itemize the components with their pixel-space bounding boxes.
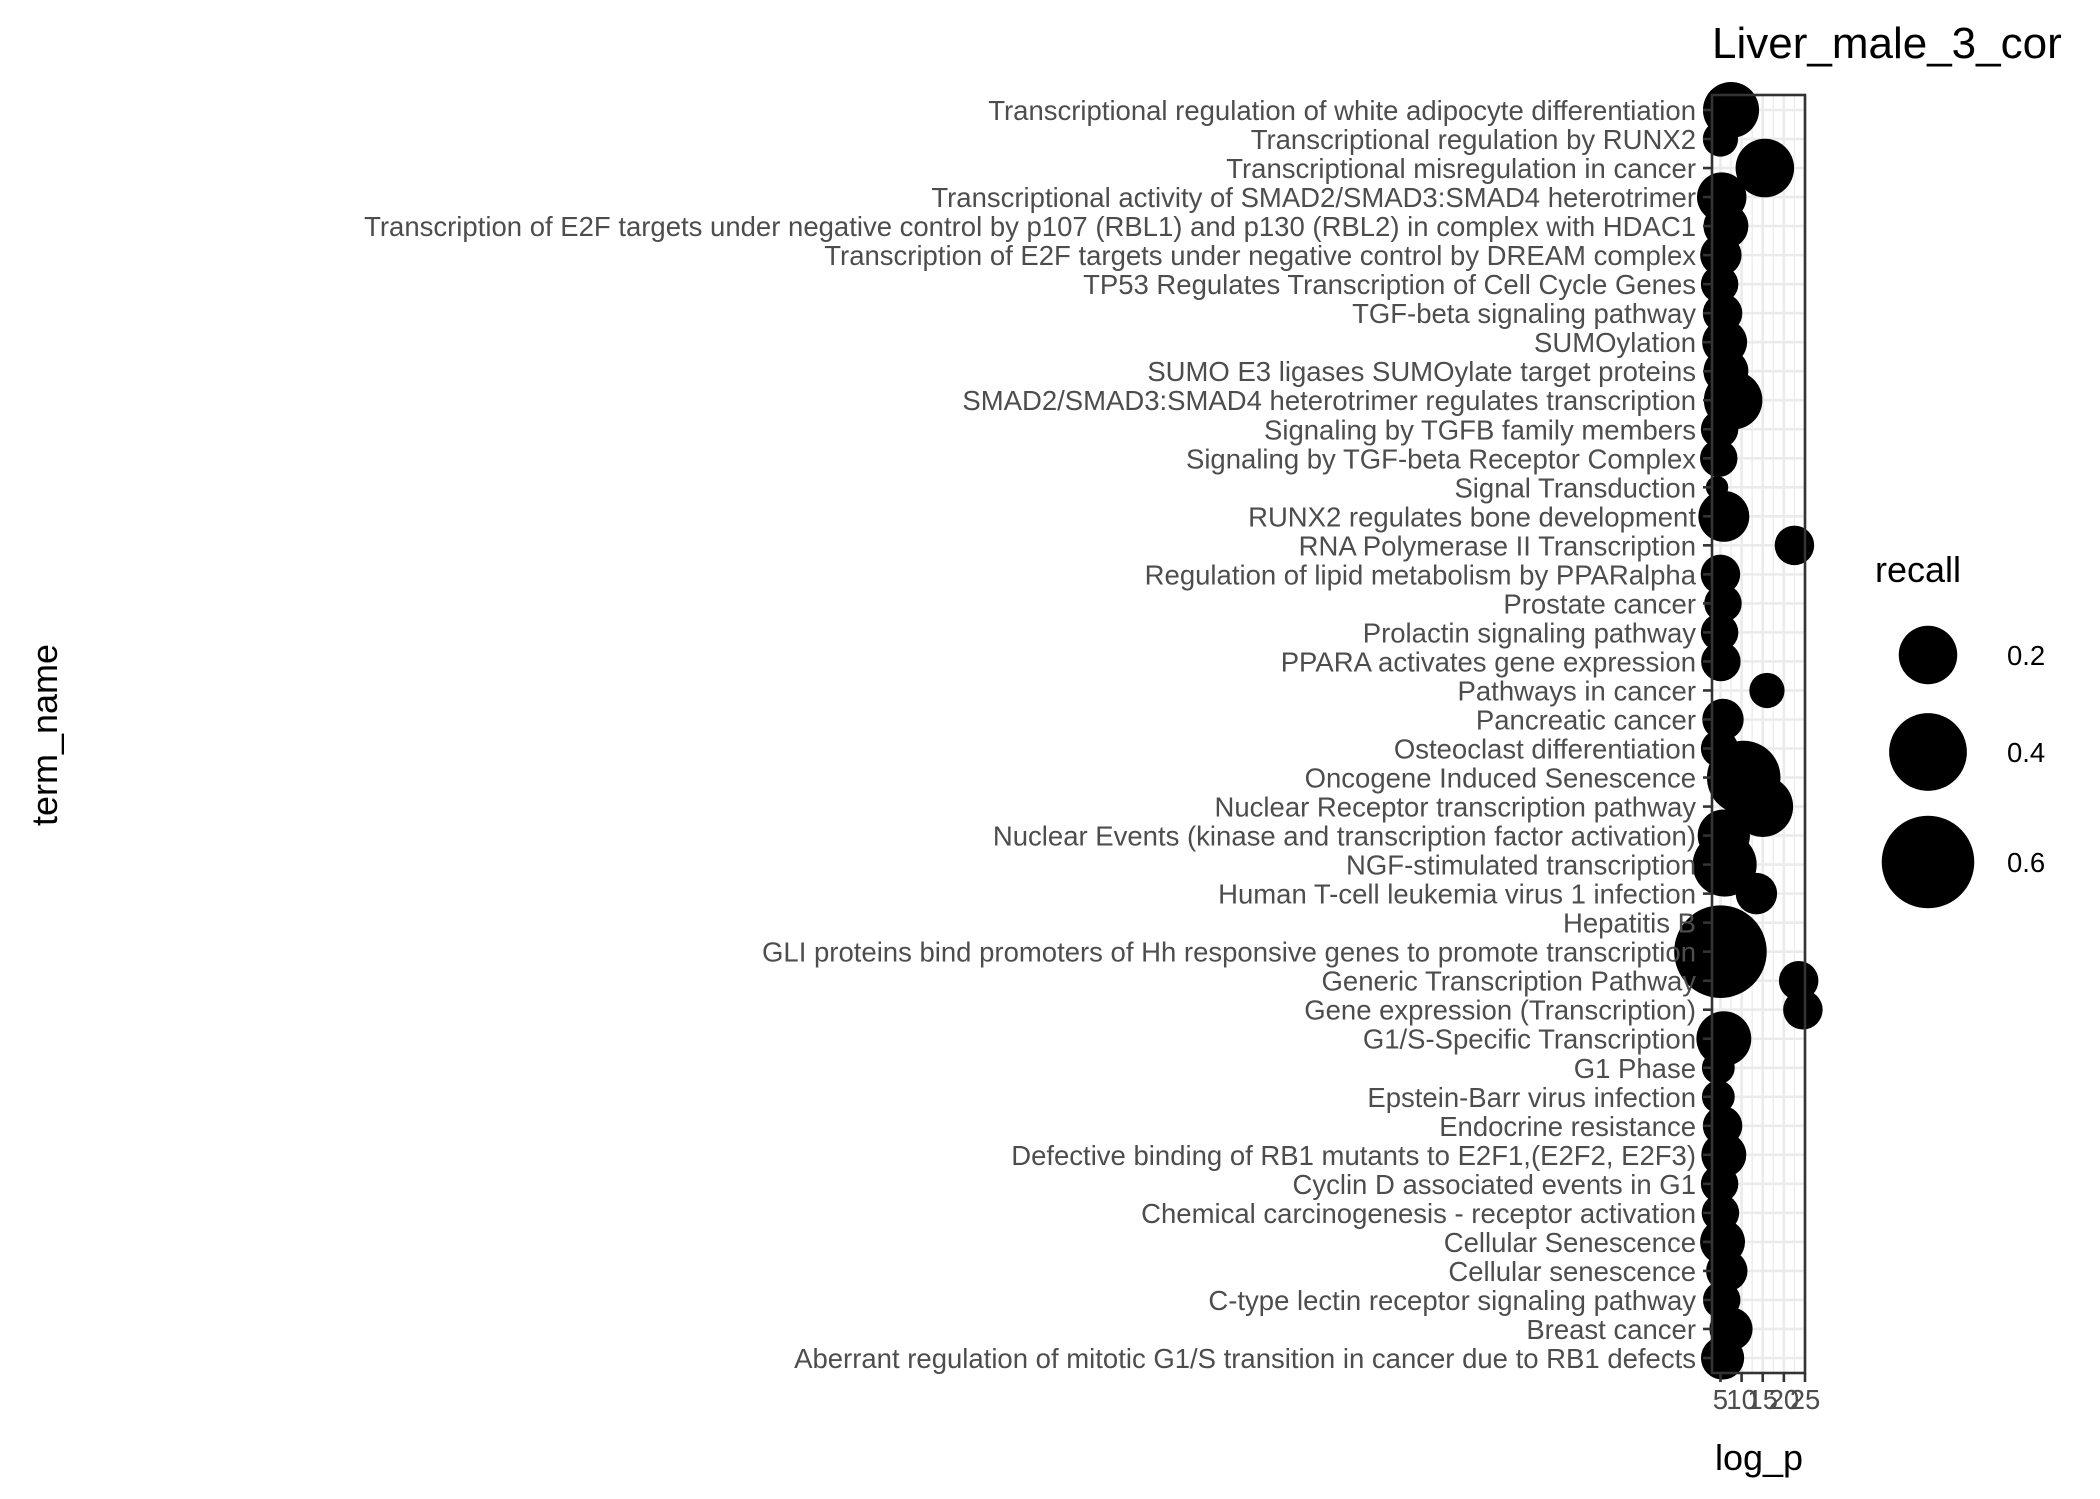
data-point: [1735, 138, 1795, 198]
y-tick-label: Osteoclast differentiation: [1394, 734, 1696, 765]
data-point: [1700, 613, 1739, 652]
x-tick-label: 10: [1726, 1384, 1757, 1415]
data-point: [1732, 776, 1794, 837]
x-tick-label: 20: [1769, 1384, 1800, 1415]
y-tick-label: Cyclin D associated events in G1: [1292, 1169, 1696, 1200]
data-point: [1704, 584, 1742, 623]
legend-key: [1898, 625, 1958, 685]
y-tick-label: Human T-cell leukemia virus 1 infection: [1218, 879, 1696, 910]
data-point: [1735, 872, 1778, 915]
data-point: [1774, 525, 1815, 566]
data-point: [1700, 554, 1741, 595]
y-tick-label: G1/S-Specific Transcription: [1363, 1024, 1696, 1055]
y-tick-label: PPARA activates gene expression: [1281, 646, 1696, 677]
y-tick-label: SUMO E3 ligases SUMOylate target protein…: [1147, 356, 1696, 387]
y-tick-label: SMAD2/SMAD3:SMAD4 heterotrimer regulates…: [962, 385, 1696, 416]
x-tick-label: 15: [1747, 1384, 1778, 1415]
y-tick-label: Prostate cancer: [1503, 588, 1696, 619]
chart-title: Liver_male_3_cor: [1712, 19, 2062, 68]
data-point: [1674, 905, 1767, 998]
data-point: [1701, 1080, 1735, 1114]
x-tick-label: 5: [1713, 1384, 1728, 1415]
plot-border: [1710, 93, 1807, 1375]
y-tick-label: Prolactin signaling pathway: [1363, 617, 1696, 648]
y-tick-label: Pathways in cancer: [1458, 675, 1696, 706]
y-tick-label: Generic Transcription Pathway: [1322, 966, 1697, 997]
y-tick-label: Epstein-Barr virus infection: [1367, 1082, 1696, 1113]
data-point: [1700, 1165, 1739, 1203]
y-tick-label: SUMOylation: [1534, 327, 1696, 358]
legend-title: recall: [1875, 549, 1961, 590]
y-tick-label: Chemical carcinogenesis - receptor activ…: [1141, 1198, 1696, 1229]
data-point: [1783, 989, 1823, 1030]
points-layer: [1674, 81, 1823, 1380]
y-tick-label: Signaling by TGF-beta Receptor Complex: [1186, 443, 1696, 474]
y-tick-label: Nuclear Receptor transcription pathway: [1215, 792, 1697, 823]
y-tick-label: Signal Transduction: [1454, 472, 1696, 503]
legend-label: 0.2: [2007, 640, 2045, 671]
y-tick-label: GLI proteins bind promoters of Hh respon…: [762, 937, 1696, 968]
x-axis-title: log_p: [1715, 1437, 1803, 1478]
y-tick-label: Pancreatic cancer: [1476, 704, 1696, 735]
y-tick-label: Cellular senescence: [1448, 1256, 1696, 1287]
data-point: [1700, 234, 1742, 276]
legend-label: 0.6: [2007, 847, 2045, 878]
y-tick-label: RNA Polymerase II Transcription: [1299, 530, 1696, 561]
y-tick-label: NGF-stimulated transcription: [1346, 850, 1696, 881]
y-tick-label: Gene expression (Transcription): [1304, 995, 1696, 1026]
y-tick-label: Transcriptional misregulation in cancer: [1226, 153, 1696, 184]
y-tick-label: Transcriptional regulation by RUNX2: [1251, 124, 1696, 155]
y-tick-label: Hepatitis B: [1563, 908, 1696, 939]
y-tick-label: Nuclear Events (kinase and transcription…: [993, 821, 1696, 852]
y-tick-label: Transcription of E2F targets under negat…: [364, 211, 1696, 242]
data-point: [1700, 265, 1739, 303]
y-tick-label: Transcriptional regulation of white adip…: [988, 95, 1696, 126]
y-tick-label: Cellular Senescence: [1444, 1227, 1696, 1258]
y-tick-label: TP53 Regulates Transcription of Cell Cyc…: [1083, 269, 1696, 300]
y-tick-label: Oncogene Induced Senescence: [1305, 763, 1696, 794]
data-point: [1696, 1011, 1752, 1067]
y-tick-label: RUNX2 regulates bone development: [1248, 501, 1696, 532]
y-tick-label: TGF-beta signaling pathway: [1352, 298, 1696, 329]
legend: recall 0.2 0.4 0.6: [1875, 549, 2045, 909]
y-tick-label: Regulation of lipid metabolism by PPARal…: [1145, 559, 1697, 590]
y-tick-label: Aberrant regulation of mitotic G1/S tran…: [794, 1343, 1696, 1374]
y-tick-label: Breast cancer: [1526, 1314, 1696, 1345]
data-point: [1700, 439, 1738, 478]
y-tick-label: C-type lectin receptor signaling pathway: [1208, 1285, 1696, 1316]
data-point: [1701, 1051, 1735, 1085]
y-tick-label: Defective binding of RB1 mutants to E2F1…: [1011, 1140, 1696, 1171]
data-point: [1778, 960, 1819, 1001]
x-tick-label: 25: [1790, 1384, 1821, 1415]
y-tick-label: G1 Phase: [1574, 1053, 1696, 1084]
legend-label: 0.4: [2007, 737, 2045, 768]
data-point: [1700, 410, 1739, 448]
y-axis-title: term_name: [24, 644, 65, 826]
data-point: [1706, 1250, 1748, 1292]
y-tick-label: Signaling by TGFB family members: [1264, 414, 1696, 445]
y-axis: Transcriptional regulation of white adip…: [364, 95, 1712, 1374]
legend-key: [1889, 713, 1967, 791]
legend-key: [1881, 815, 1975, 909]
y-tick-label: Endocrine resistance: [1439, 1111, 1696, 1142]
y-tick-label: Transcription of E2F targets under negat…: [824, 240, 1696, 271]
y-tick-label: Transcriptional activity of SMAD2/SMAD3:…: [931, 182, 1696, 213]
data-point: [1749, 672, 1785, 709]
